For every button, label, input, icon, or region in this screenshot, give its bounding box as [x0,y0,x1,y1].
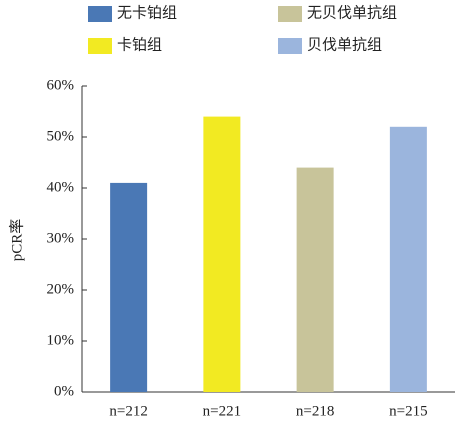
bar [296,167,334,392]
legend-swatch [88,38,112,54]
x-tick-label: n=215 [389,403,427,419]
x-tick-label: n=212 [109,403,147,419]
y-tick-label: 40% [47,179,75,195]
legend-swatch [278,38,302,54]
legend-swatch [278,6,302,22]
y-tick-label: 30% [47,230,75,246]
y-axis-label: pCR率 [8,219,25,262]
y-tick-label: 20% [47,281,75,297]
y-tick-label: 60% [47,77,75,93]
x-tick-label: n=221 [203,403,241,419]
legend-label: 无贝伐单抗组 [307,4,397,21]
bar [203,116,241,392]
y-tick-label: 0% [54,383,74,399]
legend-label: 贝伐单抗组 [307,36,382,53]
bar [110,182,148,392]
x-tick-label: n=218 [296,403,334,419]
legend-swatch [88,6,112,22]
legend-label: 卡铂组 [117,36,162,53]
y-tick-label: 50% [47,128,75,144]
y-tick-label: 10% [47,332,75,348]
bar [389,126,427,393]
legend-label: 无卡铂组 [117,4,177,21]
